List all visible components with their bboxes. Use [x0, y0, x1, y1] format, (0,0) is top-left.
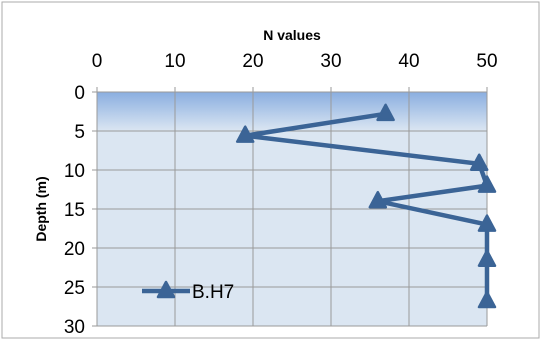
y-axis-title: Depth (m) — [33, 176, 49, 241]
x-tick-label: 0 — [92, 51, 103, 72]
x-tick-label: 40 — [398, 51, 419, 72]
legend: B.H7 — [142, 280, 234, 303]
x-tick-label: 20 — [242, 51, 263, 72]
data-point-marker — [368, 190, 388, 209]
data-point-marker — [477, 175, 497, 193]
y-tick-label: 10 — [64, 161, 85, 182]
x-tick-label: 10 — [164, 51, 185, 72]
data-point-marker — [376, 103, 395, 122]
y-tick-label: 20 — [64, 239, 85, 260]
data-point-marker — [477, 290, 497, 309]
x-tick-label: 30 — [320, 51, 341, 72]
y-tick-labels: 0 5 10 15 20 25 30 — [64, 83, 85, 338]
data-point-marker — [469, 153, 489, 172]
y-tick-label: 15 — [64, 200, 85, 221]
x-tick-labels: 0 10 20 30 40 50 — [92, 51, 498, 72]
y-tick-label: 5 — [74, 122, 85, 143]
x-tick-label: 50 — [476, 51, 497, 72]
data-point-marker — [477, 249, 497, 267]
x-axis-title: N values — [263, 27, 321, 43]
legend-label: B.H7 — [192, 282, 234, 303]
y-tick-label: 25 — [64, 278, 85, 299]
data-point-marker — [235, 125, 255, 143]
plot-top-band — [97, 92, 487, 131]
y-tick-label: 30 — [64, 317, 85, 338]
data-point-marker — [477, 214, 497, 232]
y-tick-label: 0 — [74, 83, 85, 104]
legend-marker — [156, 280, 176, 299]
series-layer — [235, 103, 497, 309]
